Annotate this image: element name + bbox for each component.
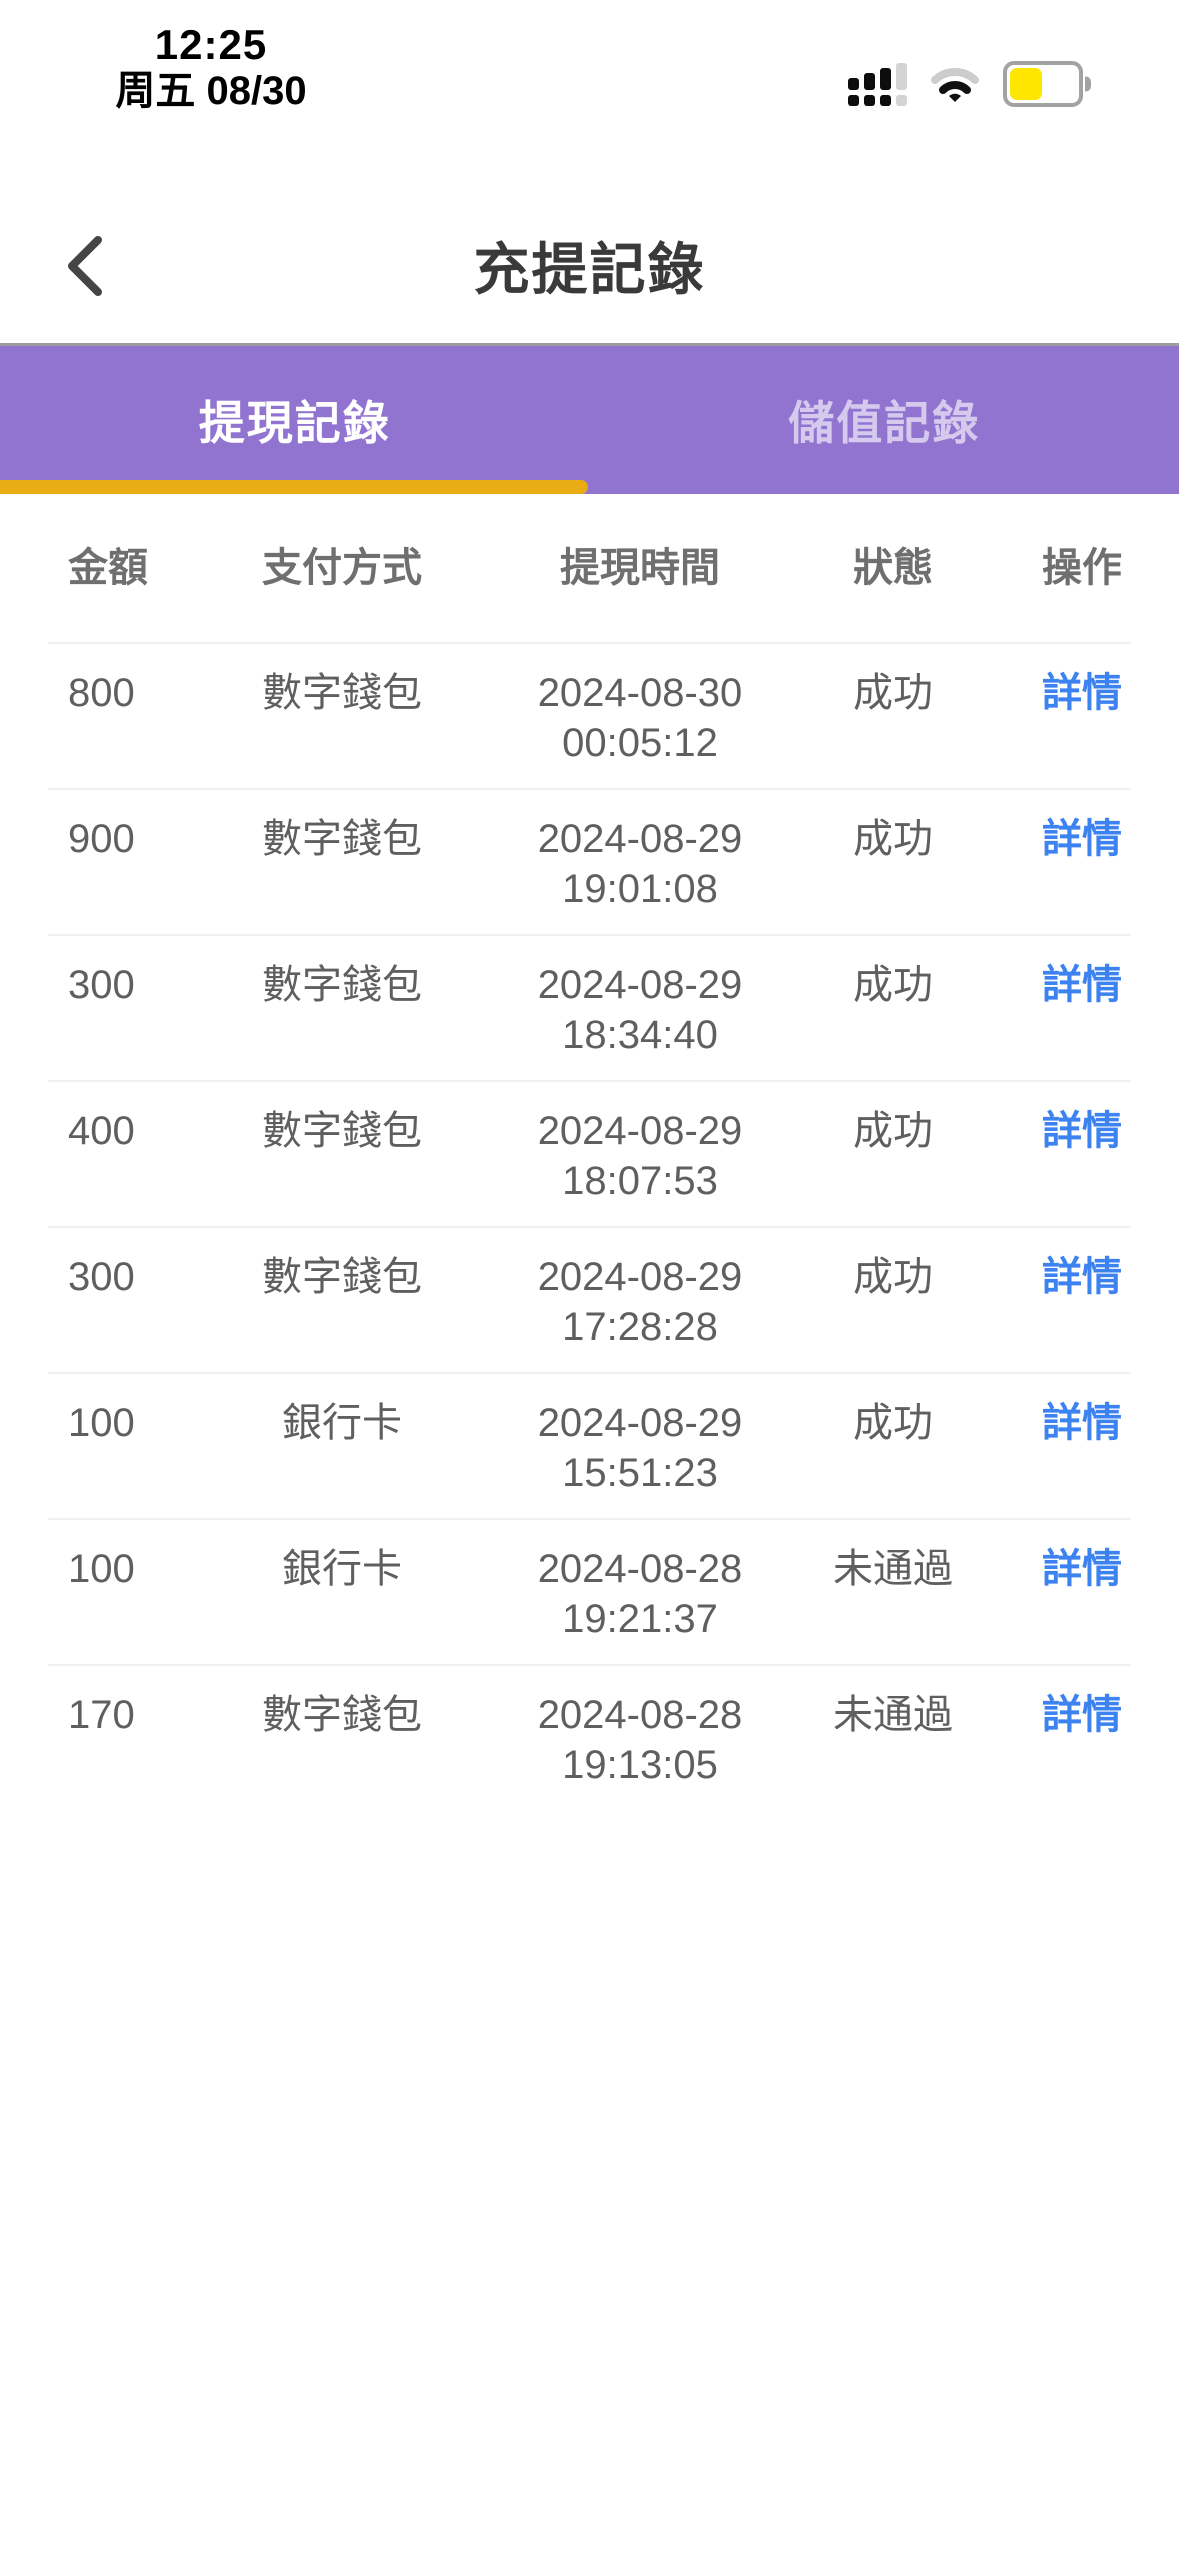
payment-method-cell: 數字錢包 (262, 1255, 422, 1299)
amount-cell: 170 (68, 1693, 135, 1737)
tab-deposit-records[interactable]: 儲值記錄 (590, 346, 1179, 494)
status-time: 12:25 (154, 21, 268, 68)
table-row: 100 銀行卡 2024-08-28 19:21:37 未通過 詳情 (48, 1520, 1131, 1666)
payment-method-cell: 數字錢包 (262, 1109, 422, 1153)
date-line: 2024-08-29 (537, 963, 743, 1007)
amount-cell: 100 (68, 1547, 135, 1591)
table-row: 170 數字錢包 2024-08-28 19:13:05 未通過 詳情 (48, 1666, 1131, 1810)
time-line: 18:07:53 (562, 1159, 718, 1203)
header-payment-method: 支付方式 (262, 546, 422, 590)
date-line: 2024-08-28 (537, 1547, 743, 1591)
amount-cell: 900 (68, 817, 135, 861)
tab-deposit-label: 儲值記錄 (788, 397, 981, 449)
tab-withdraw-label: 提現記錄 (198, 397, 391, 449)
time-line: 17:28:28 (562, 1305, 718, 1349)
detail-link[interactable]: 詳情 (1042, 1401, 1122, 1445)
status-cell: 成功 (853, 963, 933, 1007)
status-date: 周五 08/30 (115, 69, 307, 113)
amount-cell: 300 (68, 963, 135, 1007)
table-row: 300 數字錢包 2024-08-29 18:34:40 成功 詳情 (48, 936, 1131, 1082)
detail-link[interactable]: 詳情 (1042, 1109, 1122, 1153)
status-cell: 成功 (853, 1401, 933, 1445)
amount-cell: 100 (68, 1401, 135, 1445)
detail-link[interactable]: 詳情 (1042, 963, 1122, 1007)
withdraw-time-cell: 2024-08-30 00:05:12 (476, 668, 804, 768)
payment-method-cell: 銀行卡 (282, 1547, 402, 1591)
withdraw-time-cell: 2024-08-28 19:13:05 (476, 1690, 804, 1790)
page-title: 充提記錄 (473, 238, 706, 301)
back-button[interactable] (56, 226, 116, 306)
withdraw-time-cell: 2024-08-28 19:21:37 (476, 1544, 804, 1644)
table-row: 900 數字錢包 2024-08-29 19:01:08 成功 詳情 (48, 790, 1131, 936)
amount-cell: 800 (68, 671, 135, 715)
status-icons (848, 58, 1091, 110)
table-header-row: 金額 支付方式 提現時間 狀態 操作 (48, 494, 1131, 644)
battery-icon (1003, 61, 1091, 107)
tab-bar: 提現記錄 儲值記錄 (0, 343, 1179, 494)
status-time-date: 12:25 周五 08/30 (51, 22, 371, 114)
status-cell: 成功 (853, 671, 933, 715)
battery-nub (1085, 76, 1091, 92)
status-cell: 未通過 (833, 1547, 953, 1591)
time-line: 19:21:37 (562, 1597, 718, 1641)
table-row: 400 數字錢包 2024-08-29 18:07:53 成功 詳情 (48, 1082, 1131, 1228)
date-line: 2024-08-29 (537, 1255, 743, 1299)
header-withdraw-time: 提現時間 (560, 546, 720, 590)
date-line: 2024-08-29 (537, 1401, 743, 1445)
table-body: 800 數字錢包 2024-08-30 00:05:12 成功 詳情 900 數… (48, 644, 1131, 1810)
detail-link[interactable]: 詳情 (1042, 1255, 1122, 1299)
time-line: 18:34:40 (562, 1013, 718, 1057)
payment-method-cell: 數字錢包 (262, 817, 422, 861)
time-line: 00:05:12 (562, 721, 718, 765)
status-cell: 未通過 (833, 1693, 953, 1737)
time-line: 15:51:23 (562, 1451, 718, 1495)
amount-cell: 300 (68, 1255, 135, 1299)
detail-link[interactable]: 詳情 (1042, 671, 1122, 715)
withdraw-time-cell: 2024-08-29 15:51:23 (476, 1398, 804, 1498)
amount-cell: 400 (68, 1109, 135, 1153)
status-cell: 成功 (853, 817, 933, 861)
table-row: 300 數字錢包 2024-08-29 17:28:28 成功 詳情 (48, 1228, 1131, 1374)
date-line: 2024-08-30 (537, 671, 743, 715)
date-line: 2024-08-29 (537, 1109, 743, 1153)
withdraw-time-cell: 2024-08-29 19:01:08 (476, 814, 804, 914)
tab-withdraw-records[interactable]: 提現記錄 (0, 346, 590, 494)
payment-method-cell: 數字錢包 (262, 671, 422, 715)
time-line: 19:13:05 (562, 1743, 718, 1787)
payment-method-cell: 銀行卡 (282, 1401, 402, 1445)
header-action: 操作 (1042, 546, 1122, 590)
records-table: 金額 支付方式 提現時間 狀態 操作 800 數字錢包 2024-08-30 0… (48, 494, 1131, 1810)
cellular-signal-icon (848, 62, 907, 106)
wifi-icon (931, 68, 979, 102)
header-status: 狀態 (853, 546, 933, 590)
battery-fill (1010, 68, 1043, 100)
status-cell: 成功 (853, 1109, 933, 1153)
table-row: 800 數字錢包 2024-08-30 00:05:12 成功 詳情 (48, 644, 1131, 790)
status-cell: 成功 (853, 1255, 933, 1299)
detail-link[interactable]: 詳情 (1042, 817, 1122, 861)
withdraw-time-cell: 2024-08-29 18:34:40 (476, 960, 804, 1060)
table-row: 100 銀行卡 2024-08-29 15:51:23 成功 詳情 (48, 1374, 1131, 1520)
payment-method-cell: 數字錢包 (262, 1693, 422, 1737)
active-tab-underline (0, 480, 588, 494)
withdraw-time-cell: 2024-08-29 17:28:28 (476, 1252, 804, 1352)
detail-link[interactable]: 詳情 (1042, 1693, 1122, 1737)
header-amount: 金額 (68, 546, 148, 590)
status-bar: 12:25 周五 08/30 (0, 0, 1179, 140)
withdraw-time-cell: 2024-08-29 18:07:53 (476, 1106, 804, 1206)
payment-method-cell: 數字錢包 (262, 963, 422, 1007)
date-line: 2024-08-29 (537, 817, 743, 861)
navbar: 充提記錄 (0, 218, 1179, 313)
detail-link[interactable]: 詳情 (1042, 1547, 1122, 1591)
date-line: 2024-08-28 (537, 1693, 743, 1737)
back-chevron-icon (68, 236, 102, 296)
time-line: 19:01:08 (562, 867, 718, 911)
